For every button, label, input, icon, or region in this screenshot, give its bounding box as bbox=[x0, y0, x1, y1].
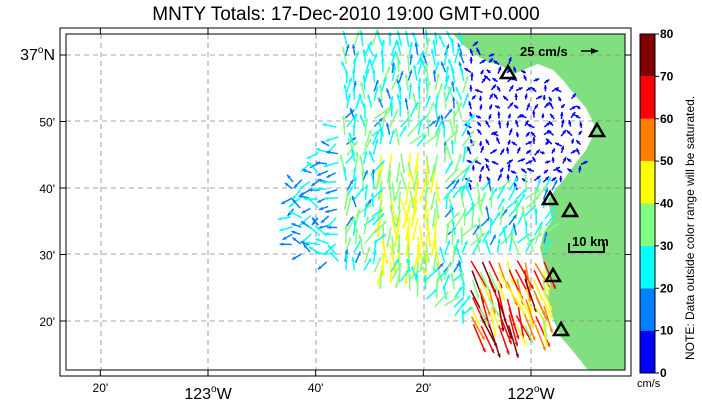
triangle-icon bbox=[560, 201, 580, 218]
colorbar-segment bbox=[640, 118, 655, 162]
current-vectors bbox=[277, 29, 588, 358]
colorbar-segment bbox=[640, 203, 655, 246]
triangle-icon bbox=[587, 121, 607, 138]
triangle-icon bbox=[551, 320, 571, 337]
lat-tick-label: 30' bbox=[39, 249, 55, 263]
lat-tick-label: 20' bbox=[39, 315, 55, 329]
lat-tick-label: 37oN bbox=[20, 45, 55, 64]
triangle-icon bbox=[540, 189, 560, 206]
colorbar-tick-label: 10 bbox=[660, 324, 674, 338]
colorbar-tick-label: 60 bbox=[660, 112, 674, 126]
colorbar-tick-label: 40 bbox=[660, 197, 674, 211]
colorbar-ticks: 0 10 20 30 40 50 60 70 80 bbox=[655, 27, 674, 380]
colorbar-note: NOTE: Data outside color range will be s… bbox=[683, 96, 697, 360]
triangle-icon bbox=[543, 266, 563, 283]
colorbar-segment bbox=[640, 288, 655, 331]
colorbar-unit: cm/s bbox=[637, 378, 661, 390]
colorbar-tick-label: 70 bbox=[660, 69, 674, 83]
latitude-labels: 37oN 50' 40' 30' 20' bbox=[20, 45, 55, 329]
map-frame bbox=[59, 27, 632, 377]
lon-tick-label: 20' bbox=[93, 381, 109, 395]
colorbar-segment bbox=[640, 245, 655, 289]
lon-tick-label: 122oW bbox=[507, 384, 555, 403]
colorbar-tick-label: 80 bbox=[660, 27, 674, 41]
lat-tick-label: 40' bbox=[39, 182, 55, 196]
lat-tick-label: 50' bbox=[39, 116, 55, 130]
map-title: MNTY Totals: 17-Dec-2010 19:00 GMT+0.000 bbox=[152, 4, 540, 25]
colorbar-tick-label: 50 bbox=[660, 154, 674, 168]
longitude-labels: 20' 123oW 40' 20' 122oW bbox=[93, 381, 556, 403]
land-mass bbox=[453, 34, 625, 370]
lon-tick-label: 123oW bbox=[184, 384, 232, 403]
colorbar bbox=[639, 33, 656, 374]
colorbar-tick-label: 0 bbox=[660, 366, 667, 380]
frame-ticks bbox=[60, 28, 631, 376]
radar-sites bbox=[498, 63, 607, 337]
colorbar-tick-label: 30 bbox=[660, 239, 674, 253]
colorbar-segment bbox=[640, 34, 655, 77]
scale-arrow-label: 25 cm/s bbox=[520, 44, 568, 59]
scale-arrow: 25 cm/s bbox=[520, 44, 599, 59]
colorbar-segment bbox=[640, 161, 655, 204]
scale-bar-label: 10 km bbox=[572, 234, 609, 249]
colorbar-tick-label: 20 bbox=[660, 281, 674, 295]
colorbar-segment bbox=[640, 76, 655, 119]
triangle-icon bbox=[498, 63, 518, 80]
lon-tick-label: 20' bbox=[416, 381, 432, 395]
scale-bar: 10 km bbox=[568, 234, 609, 253]
colorbar-segment bbox=[640, 330, 655, 373]
lon-tick-label: 40' bbox=[308, 381, 324, 395]
